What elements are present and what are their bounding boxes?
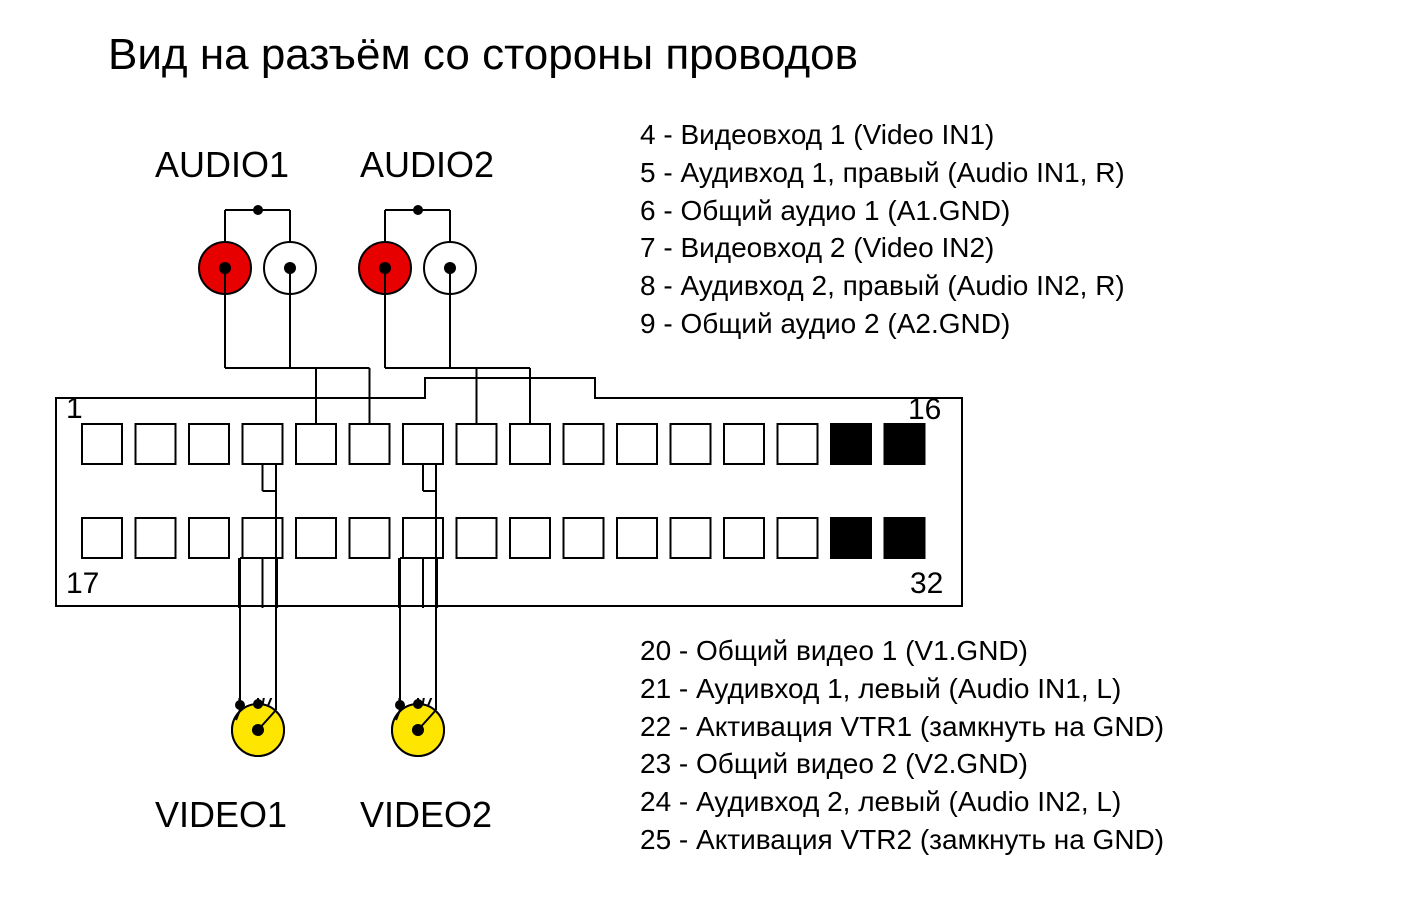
pin-18 [136, 518, 176, 558]
pin-25 [510, 518, 550, 558]
junction-dot [413, 699, 423, 709]
pin-32 [885, 518, 925, 558]
pin-8 [457, 424, 497, 464]
pin-10 [564, 424, 604, 464]
pin-corner-label: 1 [66, 392, 83, 425]
dot-audio1 [253, 205, 263, 215]
junction-dot [253, 699, 263, 709]
pin-1 [82, 424, 122, 464]
mask [150, 608, 550, 698]
pin-26 [564, 518, 604, 558]
pin-22 [350, 518, 390, 558]
pin-31 [831, 518, 871, 558]
pin-4 [243, 424, 283, 464]
pin-12 [671, 424, 711, 464]
pin-corner-label: 17 [66, 567, 99, 600]
connector-tab [425, 378, 595, 398]
pin-29 [724, 518, 764, 558]
pin-19 [189, 518, 229, 558]
dot-audio2 [413, 205, 423, 215]
pin-7 [403, 424, 443, 464]
pin-2 [136, 424, 176, 464]
pin-9 [510, 424, 550, 464]
pin-5 [296, 424, 336, 464]
pin-14 [778, 424, 818, 464]
pin-corner-label: 32 [910, 567, 943, 600]
pin-16 [885, 424, 925, 464]
pin-24 [457, 518, 497, 558]
pin-11 [617, 424, 657, 464]
pin-15 [831, 424, 871, 464]
pin-13 [724, 424, 764, 464]
wiring-diagram: 1 16 17 32 [0, 0, 1423, 921]
pin-17 [82, 518, 122, 558]
pin-30 [778, 518, 818, 558]
pin-3 [189, 424, 229, 464]
pin-27 [617, 518, 657, 558]
pin-21 [296, 518, 336, 558]
pin-corner-label: 16 [908, 393, 941, 426]
pin-28 [671, 518, 711, 558]
pin-6 [350, 424, 390, 464]
